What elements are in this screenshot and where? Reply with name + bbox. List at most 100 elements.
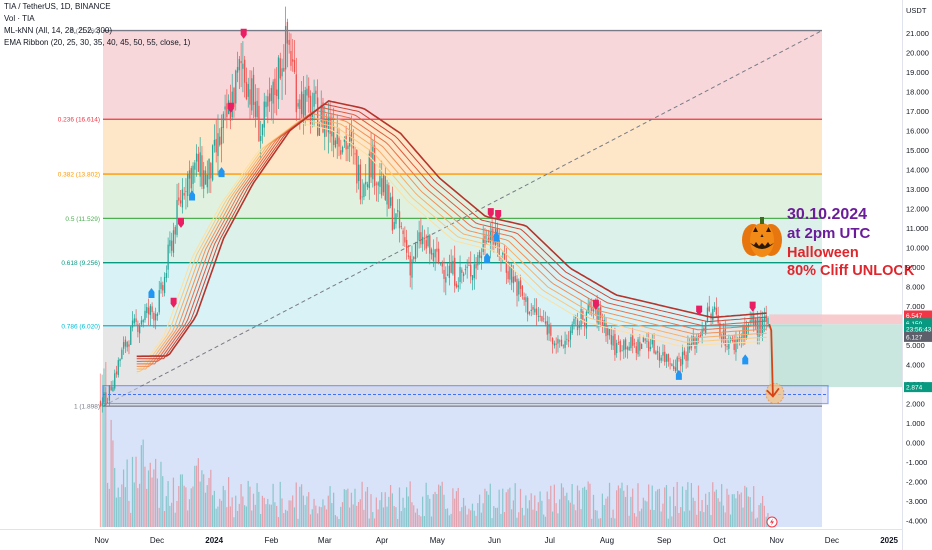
candle-body [122,342,125,349]
candle-body [530,309,532,312]
candle-body [551,338,554,345]
volume-bar [676,482,678,527]
candle-body [516,278,518,296]
volume-bar [484,488,486,527]
volume-bar [281,498,283,527]
candle-body [519,280,522,289]
volume-bar [438,484,440,527]
legend-ml-knn[interactable]: ML-kNN (All, 14, 28, 252, 300) [4,26,112,35]
candle-body [404,237,406,243]
price-tag-bg [904,310,932,321]
candle-body [639,341,641,351]
candle-body [366,184,369,187]
candle-body [753,313,755,327]
volume-bar [340,506,342,527]
volume-bar [276,505,278,527]
volume-bar [308,492,310,527]
volume-bar [365,491,367,527]
candle-body [197,154,200,172]
volume-bar [217,506,219,527]
candle-body [302,94,305,121]
volume-bar [523,515,525,527]
legend-ema-ribbon[interactable]: EMA Ribbon (20, 25, 30, 35, 40, 45, 50, … [4,38,191,47]
candle-body [628,346,630,351]
volume-bar [729,514,732,527]
candle-body [528,312,531,314]
candle-body [580,309,582,327]
time-axis[interactable]: Nov Dec 2024 Feb Mar Apr May Jun Jul Aug Sep Oct Nov… [0,529,902,546]
candle-body [350,131,353,142]
price-candles [99,6,769,413]
volume-bar [142,439,144,527]
candle-body [681,352,684,365]
candle-body [683,350,685,356]
candle-body [541,316,543,322]
volume-bar [518,512,520,527]
volume-bar [208,477,210,527]
volume-bar [370,494,372,527]
candle-body [610,335,613,345]
volume-bar [569,502,571,527]
candle-body [172,230,175,253]
candle-body [249,89,251,105]
time-tick: Sep [657,536,672,545]
candle-body [258,105,260,142]
time-tick: Nov [95,536,109,545]
price-tag-bg [904,318,932,329]
candle-body [468,265,470,266]
candle-body [413,256,415,260]
price-tick: 4.000 [906,361,925,370]
candle-body [299,99,301,110]
volume-bar [742,507,744,527]
fib-label: 0.5 (11.529) [65,216,100,223]
volume-bar [174,512,176,527]
candle-body [655,351,657,355]
candle-body [400,226,402,228]
candle-body [265,101,267,108]
volume-bar [400,511,402,527]
candle-body [361,196,363,198]
price-tick: 12.000 [906,205,929,214]
candle-body [462,273,465,277]
short-signal [240,28,247,39]
volume-bar [203,474,205,527]
risk-box [769,314,902,325]
ema-line [136,103,767,360]
candle-body [128,344,130,347]
candle-body [582,311,584,321]
volume-bar [519,488,522,527]
ema-line [136,109,767,365]
candle-body [185,191,187,193]
volume-bar [644,500,646,527]
volume-bar [712,482,714,527]
candle-body [438,248,440,262]
candle-body [633,343,636,345]
candle-body [564,340,566,348]
ema-line [136,116,767,370]
volume-bar [272,483,274,527]
candle-body [607,327,609,336]
candle-body [612,335,614,346]
legend-volume[interactable]: Vol · TIA [4,14,35,23]
volume-bar [256,483,258,527]
candle-body [459,266,461,282]
volume-bar [649,509,652,527]
candle-body [464,269,467,271]
candle-body [208,158,210,180]
candle-body [156,313,159,316]
candle-body [315,90,317,94]
lightning-icon[interactable] [766,516,778,528]
volume-bar [377,509,379,527]
candle-body [229,104,232,121]
volume-bar [242,496,244,527]
volume-bar [754,518,757,527]
volume-bar [496,507,498,527]
volume-bar [455,491,458,527]
volume-bar [516,517,518,527]
volume-bar [295,482,297,527]
candle-body [199,152,201,177]
volume-bar [505,492,507,527]
candle-body [411,259,413,278]
volume-bar [548,499,550,527]
